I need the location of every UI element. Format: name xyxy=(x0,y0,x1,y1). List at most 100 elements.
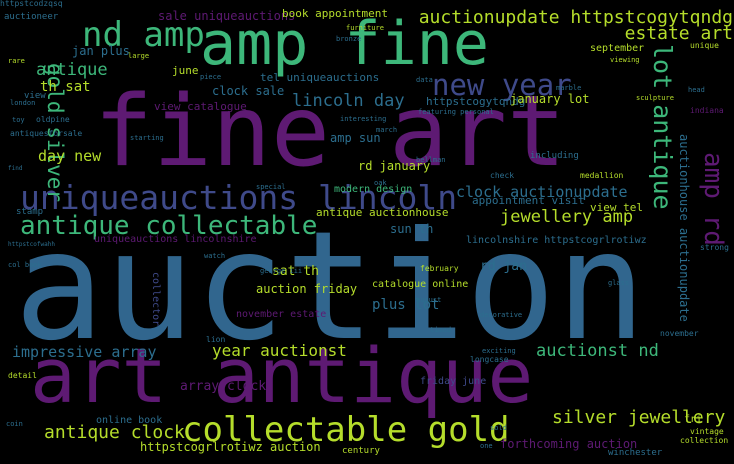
word-21: clock auctionupdate xyxy=(456,183,628,201)
word-18: impressive array xyxy=(12,343,157,361)
word-35: amp sun xyxy=(330,131,381,145)
word-53: modern design xyxy=(334,184,413,195)
word-89: decorative xyxy=(480,311,523,319)
word-26: jan plus xyxy=(72,44,130,58)
word-50: uniqueauctions lincolnshire xyxy=(94,234,257,245)
word-66: check xyxy=(490,171,515,180)
word-31: view catalogue xyxy=(154,100,247,113)
word-24: day new xyxy=(38,147,102,165)
word-76: longcase xyxy=(470,355,509,364)
word-40: sun th xyxy=(390,222,434,236)
word-12: auctionupdate httpstcogytqndg xyxy=(418,7,733,28)
word-49: november estate xyxy=(236,309,327,320)
word-100: one xyxy=(480,442,493,450)
word-106: view xyxy=(24,91,46,101)
word-43: auction friday xyxy=(256,282,358,296)
word-85: special xyxy=(256,183,286,191)
word-8: new year xyxy=(432,68,572,102)
word-22: auctionhouse auctionupdate xyxy=(677,134,691,322)
word-10: amp rd xyxy=(698,152,728,246)
word-38: appointment visit xyxy=(472,194,585,207)
word-29: book appointment xyxy=(282,7,388,20)
word-96: coin xyxy=(6,420,23,428)
word-64: medallion xyxy=(580,171,624,180)
word-9: lot antique xyxy=(648,44,677,210)
word-52: collector xyxy=(150,272,161,327)
word-83: starting xyxy=(130,134,164,142)
word-95: toy xyxy=(12,116,25,124)
word-15: jewellery amp xyxy=(500,207,634,227)
word-79: timed xyxy=(430,326,452,334)
word-94: head xyxy=(688,86,705,94)
word-30: tel uniqueauctions xyxy=(260,71,380,84)
word-34: june xyxy=(172,64,199,77)
word-57: friday june xyxy=(420,376,487,387)
word-69: large xyxy=(128,52,150,60)
word-45: plus lot xyxy=(372,297,440,313)
word-75: vintage xyxy=(690,427,724,436)
word-7: nd amp xyxy=(82,15,205,55)
word-109: httpstcofwahh xyxy=(8,241,55,248)
word-73: strong xyxy=(700,243,729,252)
word-51: lincolnshire httpstcogrlrotiwz xyxy=(466,235,647,246)
word-5: uniqueauctions lincoln xyxy=(20,178,458,217)
word-107: rare xyxy=(8,57,25,65)
word-54: september xyxy=(590,43,645,54)
word-99: sold xyxy=(490,424,507,432)
word-33: january lot xyxy=(510,92,590,106)
word-84: interesting xyxy=(340,115,387,123)
word-102: marble xyxy=(556,84,582,92)
word-86: march xyxy=(376,126,398,134)
word-78: watch xyxy=(204,252,226,260)
word-87: bellman xyxy=(416,156,446,164)
word-48: forthcoming auction xyxy=(500,437,638,451)
word-44: catalogue online xyxy=(372,279,469,290)
word-59: century xyxy=(342,446,380,456)
word-2: amp fine xyxy=(200,9,489,79)
word-37: antique auctionhouse xyxy=(316,206,449,219)
word-55: auctioneer xyxy=(4,12,59,22)
word-4: collectable gold xyxy=(182,410,510,450)
word-90: exciting xyxy=(482,347,516,355)
word-46: array clock xyxy=(180,379,267,394)
word-108: find xyxy=(8,165,23,172)
word-19: year auctionst xyxy=(212,341,347,360)
word-0: auction xyxy=(14,200,647,374)
word-61: collection xyxy=(680,436,729,445)
word-77: lion xyxy=(206,335,226,344)
word-70: indiana xyxy=(690,106,724,115)
word-17: antique clock xyxy=(44,422,185,443)
word-91: august xyxy=(416,296,442,304)
word-103: sculpture xyxy=(636,94,674,102)
word-41: rd jan xyxy=(480,259,527,274)
word-97: featuring personal xyxy=(418,108,494,116)
word-92: piece xyxy=(200,73,222,81)
word-1: fine art xyxy=(94,75,567,189)
word-60: february xyxy=(420,264,459,273)
word-101: col book xyxy=(8,261,42,269)
word-72: unique xyxy=(690,41,719,50)
word-6: antique collectable xyxy=(20,211,318,241)
word-71: oldpine xyxy=(36,115,70,124)
word-58: online book xyxy=(96,415,163,426)
word-81: glass xyxy=(608,279,630,287)
word-68: furniture xyxy=(346,24,384,32)
word-104: data xyxy=(416,76,433,84)
word-20: auctionst nd xyxy=(536,341,659,361)
word-25: th sat xyxy=(40,79,91,95)
word-16: silver jewellery xyxy=(552,407,726,428)
word-28: sale uniqueauctions xyxy=(158,9,296,23)
word-36: rd january xyxy=(358,159,431,173)
word-14: lincoln day xyxy=(292,91,405,111)
word-23: antique xyxy=(36,60,108,80)
word-93: viewing xyxy=(610,56,640,64)
word-74: fri xyxy=(684,414,703,425)
word-80: detail xyxy=(8,371,37,380)
word-98: oak xyxy=(374,179,387,187)
word-105: bronze xyxy=(336,35,362,43)
word-39: view tel xyxy=(590,201,643,214)
word-47: httpstcogrlrotiwz auction xyxy=(140,440,321,454)
word-62: winchester xyxy=(608,448,663,458)
word-42: sat th xyxy=(272,264,319,279)
